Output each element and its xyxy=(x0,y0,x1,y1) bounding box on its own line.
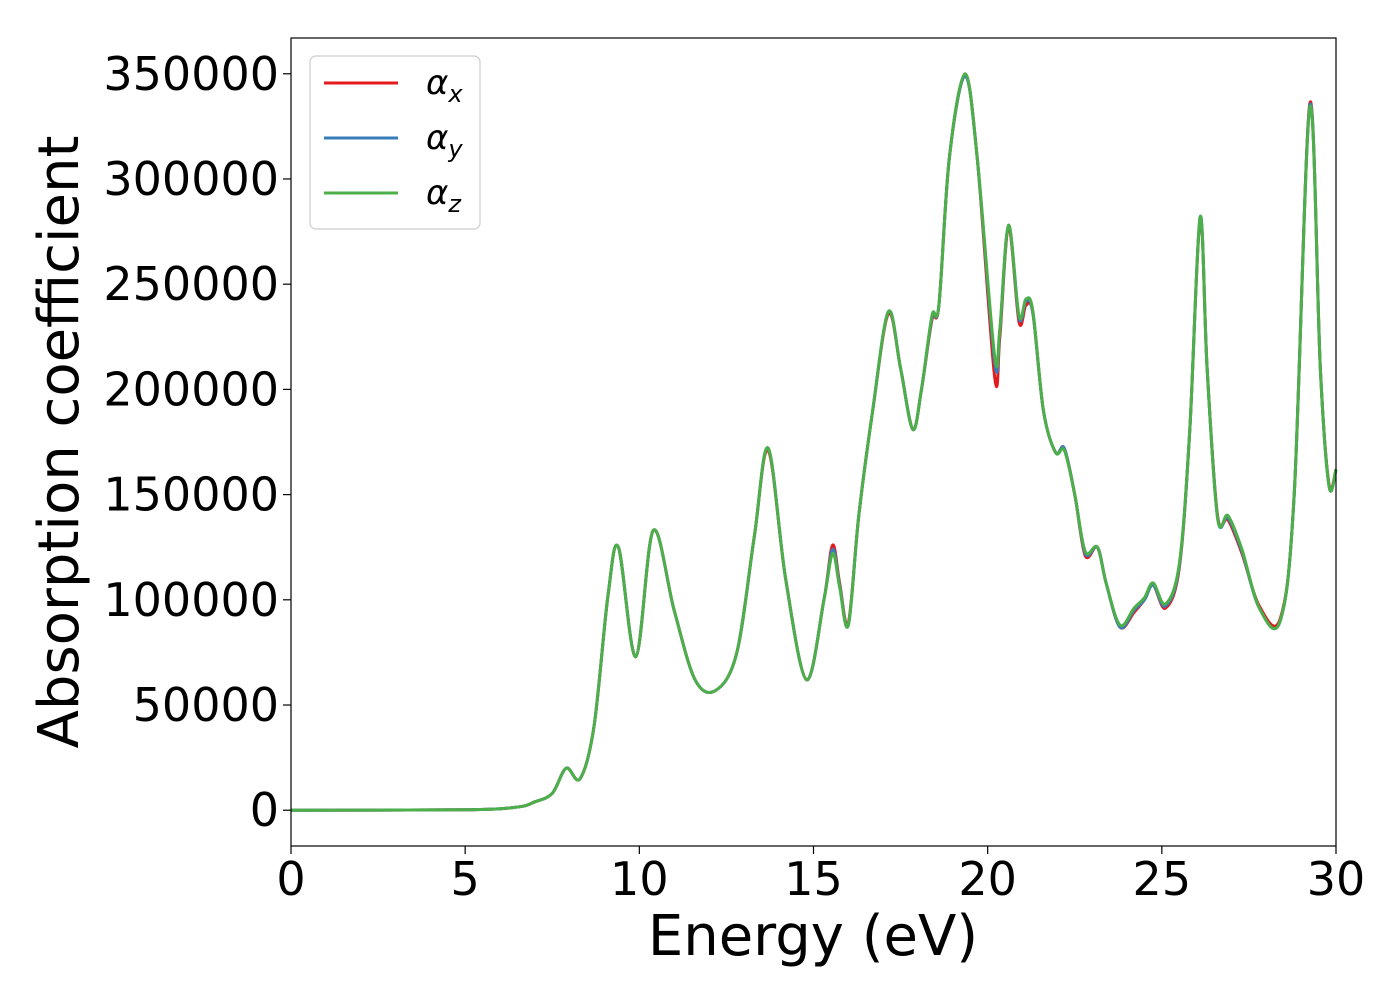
x-tick-label: 0 xyxy=(276,852,305,906)
y-tick-label: 100000 xyxy=(103,573,279,627)
x-tick-label: 25 xyxy=(1133,852,1192,906)
y-tick-label: 300000 xyxy=(103,152,279,206)
x-tick-label: 15 xyxy=(784,852,843,906)
series-lines xyxy=(290,72,1338,812)
legend-label-x: αx xyxy=(426,63,463,108)
y-axis: 0 50000 100000 150000 200000 250000 300000 3500… xyxy=(103,47,291,837)
y-tick-label: 250000 xyxy=(103,257,279,311)
x-axis-title: Energy (eV) xyxy=(648,904,978,969)
y-axis-title: Absorption coefficient xyxy=(27,136,92,749)
x-axis: 0 5 10 15 20 25 30 xyxy=(276,846,1365,906)
legend-box xyxy=(309,55,481,230)
x-tick-label: 30 xyxy=(1307,852,1366,906)
x-tick-label: 10 xyxy=(610,852,669,906)
y-tick-label: 0 xyxy=(250,783,279,837)
x-tick-label: 5 xyxy=(451,852,480,906)
y-tick-label: 50000 xyxy=(133,678,279,732)
legend: αx αy αz xyxy=(309,55,481,230)
series-line-z xyxy=(290,72,1338,812)
y-tick-label: 150000 xyxy=(103,468,279,522)
y-tick-label: 350000 xyxy=(103,47,279,101)
legend-label-z: αz xyxy=(426,173,462,218)
x-tick-label: 20 xyxy=(958,852,1017,906)
legend-label-y: αy xyxy=(426,118,463,163)
y-tick-label: 200000 xyxy=(103,362,279,416)
